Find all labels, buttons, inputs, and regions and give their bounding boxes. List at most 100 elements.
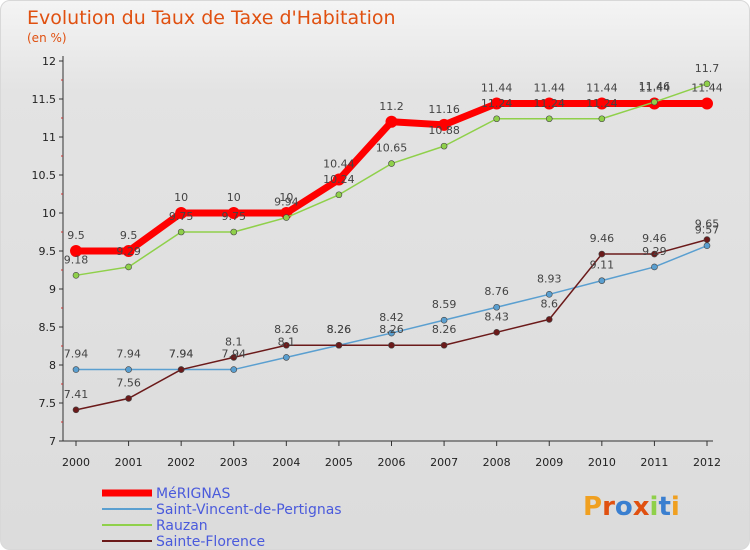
data-point (598, 115, 606, 123)
data-point (545, 316, 553, 323)
x-tick-label: 2007 (430, 456, 458, 469)
data-point (177, 228, 185, 236)
data-point (598, 250, 606, 258)
data-label: 11.44 (481, 82, 513, 95)
data-point (230, 366, 238, 373)
y-tick-label: 12 (42, 55, 56, 68)
data-label: 8.59 (432, 298, 457, 311)
legend-label: Rauzan (156, 518, 208, 534)
legend-label: MéRIGNAS (156, 486, 230, 502)
x-tick-label: 2010 (588, 456, 616, 469)
data-point (125, 263, 132, 271)
data-point (490, 97, 503, 110)
x-tick-label: 2002 (167, 456, 195, 469)
data-label: 7.94 (116, 348, 141, 361)
x-tick-label: 2004 (272, 456, 300, 469)
data-point (438, 118, 451, 131)
data-point (701, 97, 713, 110)
data-label: 11.7 (695, 62, 720, 75)
y-tick-label: 10.5 (32, 169, 57, 182)
data-point (598, 277, 606, 284)
data-label: 11.16 (428, 103, 460, 116)
data-label: 11.24 (534, 97, 566, 110)
data-point (440, 142, 448, 150)
y-tick-label: 10 (42, 207, 56, 220)
data-label: 9.18 (64, 253, 89, 266)
data-point (440, 316, 448, 324)
data-point (388, 160, 395, 167)
data-label: 8.1 (225, 335, 243, 348)
data-point (545, 291, 553, 298)
x-tick-label: 2003 (220, 456, 248, 469)
data-label: 8.26 (327, 323, 352, 336)
data-label: 7.41 (64, 388, 89, 401)
data-point (230, 228, 238, 236)
data-point (72, 366, 80, 373)
data-point (703, 236, 711, 243)
data-label: 10.88 (428, 124, 460, 137)
data-point (545, 115, 553, 123)
data-label: 10.65 (376, 142, 408, 155)
data-label: 8.1 (278, 335, 296, 348)
data-label: 11.44 (639, 82, 671, 95)
data-label: 11.2 (379, 100, 404, 113)
data-point (651, 263, 658, 271)
x-tick-label: 2008 (483, 456, 511, 469)
data-label: 7.94 (169, 348, 194, 361)
data-label: 7.94 (222, 348, 247, 361)
y-unit-label: (en %) (27, 31, 67, 45)
data-label: 11.44 (534, 82, 566, 95)
data-point (651, 98, 658, 106)
data-point (388, 341, 395, 349)
data-label: 9.57 (695, 224, 720, 237)
y-tick-label: 11.5 (32, 93, 57, 106)
data-label: 9.75 (169, 210, 194, 223)
data-point (335, 191, 343, 199)
data-point (385, 115, 398, 128)
data-label: 9.46 (590, 232, 615, 245)
y-tick-label: 11 (42, 131, 56, 144)
data-label: 10.24 (323, 173, 355, 186)
x-tick-label: 2006 (378, 456, 406, 469)
data-label: 11.24 (481, 97, 513, 110)
data-point (70, 245, 82, 257)
data-label: 7.94 (64, 348, 89, 361)
data-label: 9.5 (67, 229, 85, 242)
legend-label: Saint-Vincent-de-Pertignas (156, 502, 342, 518)
data-label: 9.29 (642, 245, 667, 258)
data-point (175, 207, 188, 219)
data-point (595, 97, 608, 110)
data-label: 8.26 (379, 323, 404, 336)
data-label: 11.44 (586, 82, 618, 95)
x-tick-label: 2011 (640, 456, 668, 469)
y-tick-label: 8.5 (39, 321, 57, 334)
data-point (283, 214, 290, 221)
data-label: 10 (279, 191, 293, 204)
data-point (230, 354, 238, 361)
data-label: 10 (227, 191, 241, 204)
y-tick-label: 9.5 (39, 245, 57, 258)
data-point (703, 80, 711, 88)
data-label: 9.5 (120, 229, 138, 242)
data-point (440, 341, 448, 349)
data-point (283, 341, 290, 349)
data-point (72, 272, 80, 279)
data-point (335, 341, 343, 349)
y-tick-label: 7 (49, 435, 56, 448)
data-point (651, 250, 658, 258)
x-tick-label: 2012 (693, 456, 721, 469)
data-label: 9.75 (222, 210, 247, 223)
data-point (543, 97, 556, 110)
data-point (703, 242, 711, 249)
data-label: 7.56 (116, 376, 141, 389)
data-point (125, 366, 132, 373)
data-label: 11.46 (639, 80, 671, 93)
data-label: 8.76 (484, 285, 509, 298)
data-point (122, 245, 135, 257)
data-label: 8.26 (327, 323, 352, 336)
legend-label: Sainte-Florence (156, 534, 265, 550)
data-label: 8.43 (484, 310, 509, 323)
data-label: 8.26 (274, 323, 299, 336)
